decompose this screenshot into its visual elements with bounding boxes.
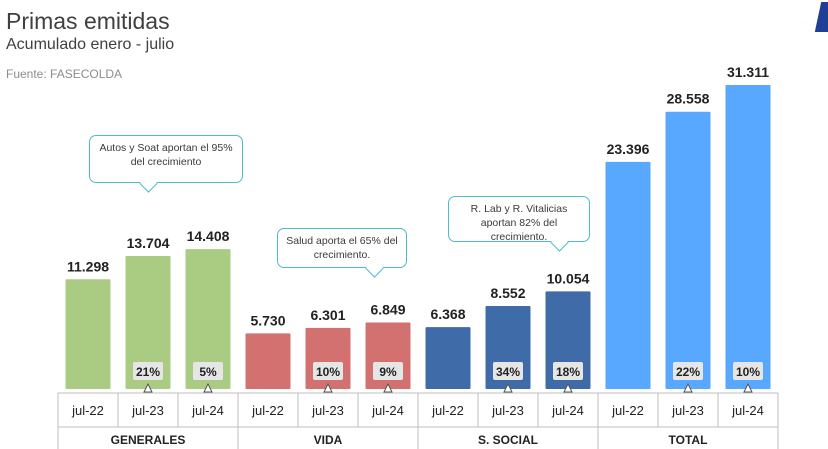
- group-label: VIDA: [314, 433, 343, 447]
- x-tick-label: jul-24: [191, 403, 224, 418]
- data-label: 13.704: [127, 235, 170, 251]
- x-tick-label: jul-22: [431, 403, 464, 418]
- growth-label: 10%: [736, 365, 760, 379]
- growth-badge: [373, 362, 403, 380]
- x-tick-label: jul-24: [731, 403, 764, 418]
- growth-marker: [323, 382, 333, 393]
- x-tick-label: jul-22: [251, 403, 284, 418]
- x-tick-label: jul-23: [671, 403, 704, 418]
- growth-badge: [313, 362, 343, 380]
- growth-badge: [193, 362, 223, 380]
- callout-generales: Autos y Soat aportan el 95% del crecimie…: [89, 135, 243, 183]
- bar-vida-jul-22: [245, 333, 291, 389]
- growth-label: 18%: [556, 365, 580, 379]
- data-label: 5.730: [250, 312, 285, 328]
- group-label: S. SOCIAL: [478, 433, 538, 447]
- growth-marker: [503, 382, 513, 393]
- bar-generales-jul-23: [125, 255, 171, 389]
- chart-subtitle: Acumulado enero - julio: [6, 36, 175, 53]
- data-label: 6.849: [370, 302, 405, 318]
- data-label: 6.301: [310, 307, 345, 323]
- data-label: 28.558: [667, 91, 710, 107]
- x-tick-label: jul-23: [311, 403, 344, 418]
- x-tick-label: jul-22: [611, 403, 644, 418]
- x-tick-label: jul-23: [491, 403, 524, 418]
- data-label: 11.298: [67, 258, 109, 274]
- bar-generales-jul-24: [185, 249, 231, 389]
- data-label: 10.054: [547, 270, 590, 286]
- growth-badge: [673, 362, 703, 380]
- data-label: 23.396: [607, 141, 650, 157]
- growth-marker: [743, 382, 753, 393]
- bar-s-social-jul-22: [425, 327, 471, 389]
- group-label: GENERALES: [111, 433, 186, 447]
- callout-s-social: R. Lab y R. Vitalicias aportan 82% del c…: [448, 196, 590, 243]
- x-tick-label: jul-24: [551, 403, 584, 418]
- data-label: 6.368: [430, 306, 465, 322]
- x-tick-label: jul-24: [371, 403, 404, 418]
- growth-marker: [203, 382, 213, 393]
- growth-badge: [553, 362, 583, 380]
- x-tick-label: jul-23: [131, 403, 164, 418]
- data-label: 31.311: [727, 64, 769, 80]
- group-label: TOTAL: [669, 433, 708, 447]
- growth-marker: [563, 382, 573, 393]
- growth-label: 22%: [676, 365, 700, 379]
- growth-label: 21%: [136, 365, 160, 379]
- callout-vida: Salud aporta el 65% del crecimiento.: [277, 228, 407, 268]
- growth-badge: [493, 362, 523, 380]
- growth-label: 34%: [496, 365, 520, 379]
- growth-label: 5%: [199, 365, 217, 379]
- growth-marker: [383, 382, 393, 393]
- growth-label: 10%: [316, 365, 340, 379]
- growth-badge: [133, 362, 163, 380]
- data-label: 8.552: [490, 285, 525, 301]
- growth-marker: [683, 382, 693, 393]
- source-note: Fuente: FASECOLDA: [6, 67, 123, 81]
- growth-label: 9%: [379, 365, 397, 379]
- x-tick-label: jul-22: [71, 403, 104, 418]
- bar-total-jul-23: [665, 111, 711, 390]
- bar-generales-jul-22: [65, 279, 111, 389]
- data-label: 14.408: [187, 228, 230, 244]
- bar-total-jul-24: [725, 85, 771, 389]
- chart-title: Primas emitidas: [6, 8, 170, 34]
- growth-marker: [143, 382, 153, 393]
- growth-badge: [733, 362, 763, 380]
- bar-total-jul-22: [605, 161, 651, 389]
